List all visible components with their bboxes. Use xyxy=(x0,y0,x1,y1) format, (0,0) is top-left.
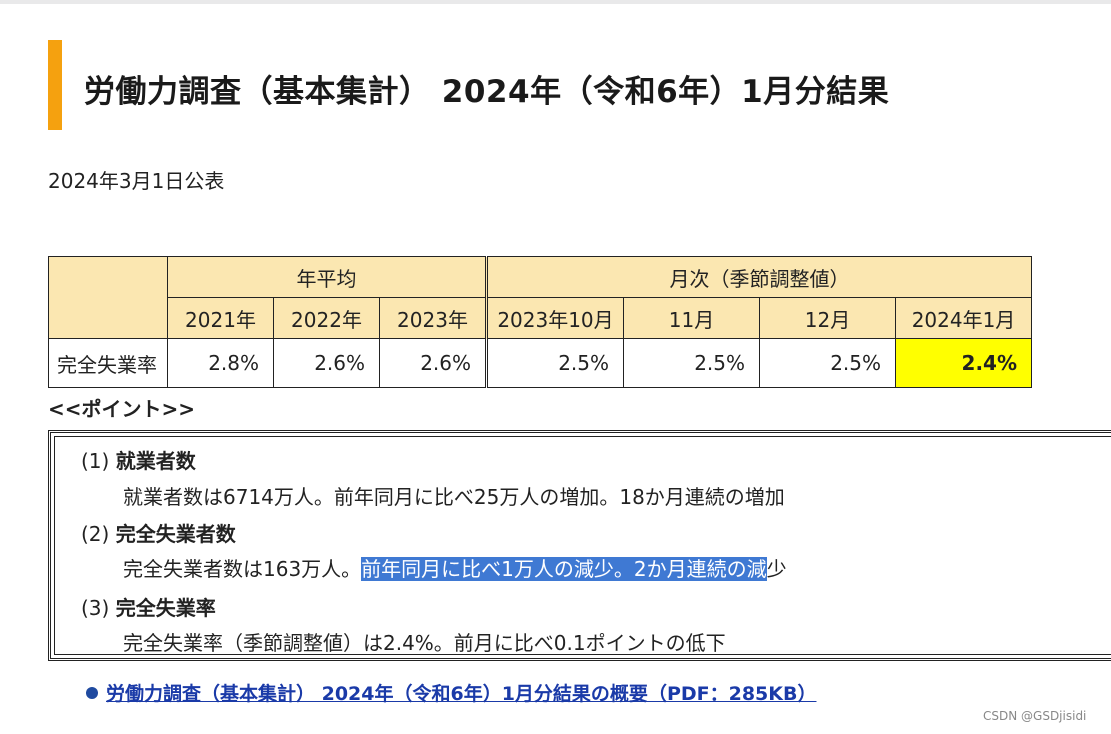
col-header: 2023年10月 xyxy=(485,297,624,339)
point-body-text: 少 xyxy=(766,557,787,581)
col-header: 2022年 xyxy=(273,297,380,339)
table-corner-cell xyxy=(48,256,168,339)
col-header: 2023年 xyxy=(379,297,487,339)
bullet-icon xyxy=(86,687,98,699)
point-title: (1) 就業者数 xyxy=(81,445,196,474)
point-heading: 完全失業率 xyxy=(115,596,216,620)
table-group-row: 年平均 月次（季節調整値） xyxy=(48,256,1032,339)
point-number: (1) xyxy=(81,449,110,473)
row-label: 完全失業率 xyxy=(48,338,168,388)
col-header: 2021年 xyxy=(167,297,274,339)
table-cell: 2.6% xyxy=(379,338,487,388)
stats-table: 年平均 月次（季節調整値） 2021年 2022年 2023年 2023年10月… xyxy=(48,256,1032,388)
point-body-text: 完全失業者数は163万人。 xyxy=(123,557,362,581)
point-number: (2) xyxy=(81,522,110,546)
point-number: (3) xyxy=(81,596,110,620)
col-header: 11月 xyxy=(623,297,760,339)
pdf-link-row: 労働力調査（基本集計） 2024年（令和6年）1月分結果の概要（PDF：285K… xyxy=(86,679,816,706)
group-monthly-header: 月次（季節調整値） xyxy=(485,256,1032,298)
title-accent-bar xyxy=(48,40,62,130)
table-cell: 2.8% xyxy=(167,338,274,388)
points-header: <<ポイント>> xyxy=(48,397,196,421)
publish-date: 2024年3月1日公表 xyxy=(48,169,225,193)
col-header: 2024年1月 xyxy=(895,297,1032,339)
top-strip xyxy=(0,0,1111,4)
group-annual-header: 年平均 xyxy=(167,256,487,298)
point-title: (2) 完全失業者数 xyxy=(81,518,236,547)
pdf-summary-link[interactable]: 労働力調査（基本集計） 2024年（令和6年）1月分結果の概要（PDF：285K… xyxy=(106,683,817,705)
points-inner-border: (1) 就業者数 就業者数は6714万人。前年同月に比べ25万人の増加。18か月… xyxy=(54,436,1111,655)
points-box: (1) 就業者数 就業者数は6714万人。前年同月に比べ25万人の増加。18か月… xyxy=(48,430,1111,661)
table-cell: 2.5% xyxy=(485,338,624,388)
table-column-row: 2021年 2022年 2023年 2023年10月 11月 12月 2024年… xyxy=(49,297,1032,339)
col-header: 12月 xyxy=(759,297,896,339)
point-body: 完全失業率（季節調整値）は2.4%。前月に比べ0.1ポイントの低下 xyxy=(123,631,726,655)
point-body[interactable]: 完全失業者数は163万人。前年同月に比べ1万人の減少。2か月連続の減少 xyxy=(123,553,787,582)
point-body: 就業者数は6714万人。前年同月に比べ25万人の増加。18か月連続の増加 xyxy=(123,485,785,509)
page-title: 労働力調査（基本集計） 2024年（令和6年）1月分結果 xyxy=(84,74,890,110)
table-cell-highlight: 2.4% xyxy=(895,338,1032,388)
watermark: CSDN @GSDjisidi xyxy=(983,709,1087,723)
table-cell: 2.5% xyxy=(623,338,760,388)
point-heading: 就業者数 xyxy=(115,449,196,473)
table-cell: 2.5% xyxy=(759,338,896,388)
selected-text[interactable]: 前年同月に比べ1万人の減少。2か月連続の減 xyxy=(361,557,767,581)
table-cell: 2.6% xyxy=(273,338,380,388)
table-row: 完全失業率 2.8% 2.6% 2.6% 2.5% 2.5% 2.5% 2.4% xyxy=(48,338,1032,388)
point-title: (3) 完全失業率 xyxy=(81,592,216,621)
point-heading: 完全失業者数 xyxy=(115,522,236,546)
